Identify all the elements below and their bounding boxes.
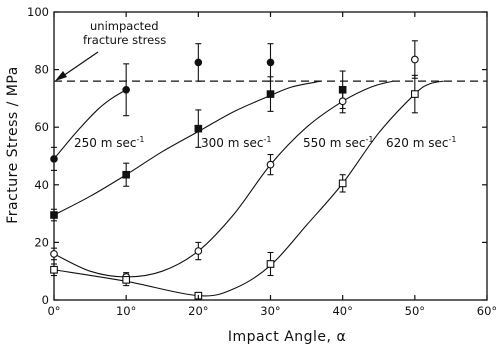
fitted-curves: [53, 80, 444, 297]
point-300: [266, 90, 275, 98]
x-tick-label: 10°: [116, 304, 136, 318]
x-tick-label: 30°: [260, 304, 280, 318]
series-label-620-text: 620 m sec: [386, 136, 448, 150]
series-label-620-exp: -1: [448, 135, 456, 144]
point-620: [410, 90, 419, 98]
point-250: [50, 155, 58, 163]
series-label-550-text: 550 m sec: [303, 136, 365, 150]
point-300: [50, 211, 58, 219]
tick-labels: 0° 10° 20° 30° 40° 50° 60° 0 20 40 60 80 100: [27, 5, 497, 318]
reference-annotation-line2: fracture stress: [83, 33, 166, 47]
point-300: [122, 170, 130, 179]
series-label-300-text: 300 m sec: [201, 136, 263, 150]
y-tick-label: 0: [42, 293, 49, 307]
curve-620: [53, 80, 444, 297]
series-label-250-text: 250 m sec: [74, 136, 136, 150]
point-550: [410, 55, 419, 64]
series-label-300: 300 m sec-1: [201, 135, 271, 150]
point-250: [194, 58, 203, 67]
y-tick-label: 40: [34, 178, 49, 192]
series-label-550-exp: -1: [365, 135, 373, 144]
point-550: [338, 97, 347, 106]
curve-250: [53, 89, 127, 160]
reference-arrow: [55, 51, 99, 81]
data-markers: [50, 55, 419, 300]
y-tick-label: 20: [34, 235, 49, 249]
error-bars: [51, 40, 418, 287]
series-label-550: 550 m sec-1: [303, 135, 373, 150]
reference-annotation-line1: unimpacted: [90, 19, 159, 33]
point-550: [194, 247, 203, 255]
x-tick-label: 40°: [332, 304, 352, 318]
x-tick-label: 20°: [188, 304, 208, 318]
series-label-300-exp: -1: [263, 135, 271, 144]
x-tick-label: 0°: [47, 304, 60, 318]
point-300: [338, 85, 347, 94]
series-label-250: 250 m sec-1: [74, 135, 144, 150]
y-tick-label: 100: [27, 5, 49, 19]
point-250: [122, 85, 130, 94]
x-tick-label: 60°: [477, 304, 497, 318]
point-300: [194, 124, 203, 133]
x-tick-label: 50°: [405, 304, 425, 318]
point-250: [266, 58, 275, 67]
point-620: [338, 179, 347, 188]
point-620: [266, 260, 275, 268]
point-550: [266, 160, 275, 169]
y-axis-title: Fracture Stress / MPa: [5, 66, 21, 224]
point-620: [50, 265, 58, 274]
series-label-620: 620 m sec-1: [386, 135, 456, 150]
point-620: [122, 275, 131, 284]
y-tick-label: 60: [34, 120, 49, 134]
curve-550: [53, 80, 394, 278]
y-tick-label: 80: [34, 63, 49, 77]
point-550: [50, 250, 58, 258]
series-label-250-exp: -1: [136, 135, 144, 144]
x-axis-title: Impact Angle, α: [228, 329, 346, 345]
